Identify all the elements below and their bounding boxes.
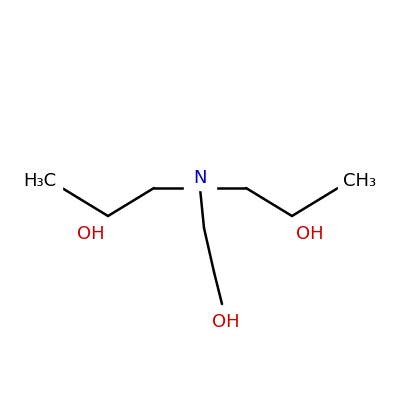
- Bar: [204, 310, 248, 334]
- Text: H₃C: H₃C: [24, 172, 56, 190]
- Text: OH: OH: [296, 225, 324, 243]
- Text: OH: OH: [77, 225, 105, 243]
- Bar: [338, 170, 382, 192]
- Bar: [69, 222, 113, 246]
- Bar: [18, 170, 62, 192]
- Text: CH₃: CH₃: [344, 172, 376, 190]
- Text: OH: OH: [212, 313, 240, 331]
- Text: N: N: [193, 169, 207, 187]
- Bar: [288, 222, 332, 246]
- Bar: [184, 166, 216, 190]
